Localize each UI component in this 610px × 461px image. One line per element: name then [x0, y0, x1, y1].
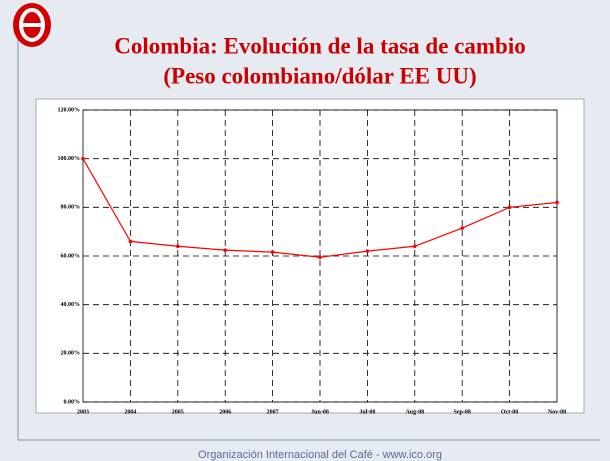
- x-tick-label: Jun-08: [311, 409, 329, 415]
- data-point: [270, 250, 275, 254]
- plot-frame: [82, 109, 558, 403]
- data-point: [223, 248, 227, 252]
- x-tick-label: 2007: [267, 409, 279, 415]
- y-tick-label: 20.00%: [61, 351, 81, 357]
- x-tick-label: Sep-08: [454, 409, 471, 415]
- x-tick-label: 2005: [172, 409, 184, 415]
- x-tick-label: 2006: [219, 409, 231, 415]
- data-point: [318, 255, 322, 260]
- data-point: [413, 244, 417, 249]
- data-point: [555, 200, 559, 205]
- chart-subtitle: (Peso colombiano/dólar EE UU): [163, 63, 476, 88]
- x-tick-label: Nov-08: [548, 409, 566, 415]
- data-point: [81, 156, 85, 161]
- x-tick-label: Aug-08: [405, 409, 424, 415]
- footer: Organización Internacional del Café - ww…: [198, 449, 442, 461]
- data-point: [365, 249, 370, 253]
- data-point: [176, 244, 180, 249]
- y-tick-label: 60.00%: [61, 253, 81, 259]
- y-tick-label: 40.00%: [61, 302, 81, 308]
- chart-title: Colombia: Evolución de la tasa de cambio: [114, 33, 525, 58]
- data-point: [460, 226, 465, 230]
- logo: [13, 3, 51, 47]
- data-point: [507, 205, 512, 210]
- y-tick-label: 0.00%: [64, 399, 81, 405]
- x-tick-label: Oct-08: [501, 409, 518, 415]
- x-tick-label: 2003: [77, 409, 89, 415]
- x-tick-label: Jul-08: [359, 409, 375, 415]
- x-tick-label: 2004: [124, 409, 136, 415]
- y-tick-label: 100.00%: [58, 156, 81, 162]
- data-point: [128, 239, 133, 244]
- y-tick-label: 120.00%: [58, 107, 81, 113]
- y-tick-label: 80.00%: [61, 205, 81, 211]
